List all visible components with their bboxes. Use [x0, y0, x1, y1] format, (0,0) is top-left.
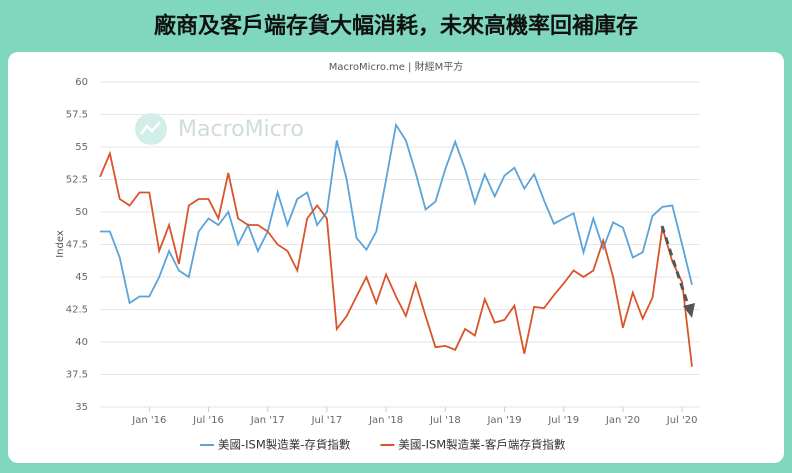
- chart-subtitle: MacroMicro.me | 財經M平方: [329, 60, 463, 73]
- x-tick-label: Jan '20: [605, 415, 640, 426]
- x-tick-label: Jan '18: [368, 415, 403, 426]
- chart-panel: [8, 52, 784, 463]
- x-tick-label: Jan '16: [131, 415, 166, 426]
- y-tick-label: 37.5: [66, 370, 88, 381]
- y-tick-label: 50: [75, 207, 88, 218]
- chart-title: 廠商及客戶端存貨大幅消耗，未來高機率回補庫存: [154, 13, 638, 39]
- x-tick-label: Jan '19: [486, 415, 521, 426]
- watermark: MacroMicro: [135, 113, 304, 145]
- legend-label: 美國-ISM製造業-客戶端存貨指數: [398, 438, 565, 452]
- series-line: [100, 122, 693, 305]
- y-tick-label: 57.5: [66, 110, 88, 121]
- x-tick-label: Jul '19: [547, 415, 579, 426]
- x-tick-label: Jul '18: [429, 415, 461, 426]
- trend-arrow: [660, 225, 695, 318]
- y-tick-label: 35: [75, 402, 88, 413]
- y-tick-label: 55: [75, 142, 88, 153]
- plot-area: 35 37.5 40 42.5 45 47.5 50 52.5 55 57.5 60 Jan '16 J…: [66, 77, 700, 426]
- y-axis-label: Index: [55, 230, 66, 258]
- watermark-text: MacroMicro: [178, 117, 304, 142]
- x-tick-label: Jul '16: [192, 415, 224, 426]
- x-tick-label: Jan '17: [250, 415, 285, 426]
- y-tick-label: 45: [75, 272, 88, 283]
- x-tick-label: Jul '20: [666, 415, 698, 426]
- y-tick-label: 42.5: [66, 305, 88, 316]
- series-line: [99, 150, 693, 367]
- y-tick-label: 60: [75, 77, 88, 88]
- x-tick-label: Jul '17: [311, 415, 343, 426]
- legend: 美國-ISM製造業-存貨指數 美國-ISM製造業-客戶端存貨指數: [200, 438, 566, 452]
- y-tick-label: 47.5: [66, 240, 88, 251]
- y-tick-label: 40: [75, 337, 88, 348]
- y-tick-label: 52.5: [66, 175, 88, 186]
- legend-label: 美國-ISM製造業-存貨指數: [218, 438, 351, 452]
